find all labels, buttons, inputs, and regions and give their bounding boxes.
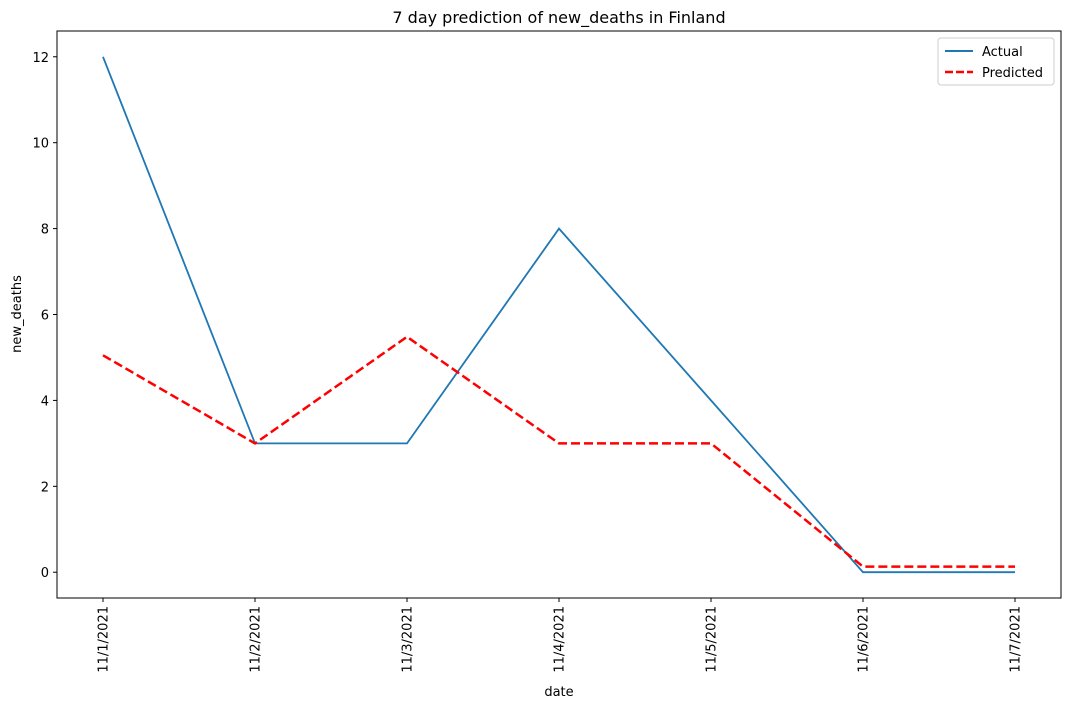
legend-label-predicted: Predicted xyxy=(982,66,1043,81)
y-tick-label: 6 xyxy=(41,309,49,324)
x-tick-label: 11/7/2021 xyxy=(1009,606,1024,673)
y-tick-label: 8 xyxy=(41,223,49,238)
legend: Actual Predicted xyxy=(937,37,1055,86)
y-tick-label: 12 xyxy=(32,51,49,66)
y-axis: 0 2 4 6 8 10 12 xyxy=(32,51,57,581)
x-axis: 11/1/2021 11/2/2021 11/3/2021 11/4/2021 11/5… xyxy=(97,598,1024,673)
x-tick-label: 11/6/2021 xyxy=(857,606,872,673)
x-axis-label: date xyxy=(544,685,573,700)
y-axis-label: new_deaths xyxy=(10,275,25,353)
x-tick-label: 11/2/2021 xyxy=(249,606,264,673)
plot-lines xyxy=(102,56,1015,574)
x-tick-label: 11/5/2021 xyxy=(705,606,720,673)
y-tick-label: 0 xyxy=(41,566,49,581)
y-tick-label: 4 xyxy=(41,394,49,409)
series-line-actual xyxy=(102,56,1015,574)
x-tick-label: 11/1/2021 xyxy=(97,606,112,673)
y-tick-label: 2 xyxy=(41,480,49,495)
x-tick-label: 11/4/2021 xyxy=(553,606,568,673)
y-tick-label: 10 xyxy=(32,137,49,152)
chart-title: 7 day prediction of new_deaths in Finlan… xyxy=(392,8,725,28)
x-tick-label: 11/3/2021 xyxy=(401,606,416,673)
series-line-predicted xyxy=(102,335,1015,568)
plot-frame xyxy=(56,30,1062,599)
legend-label-actual: Actual xyxy=(982,45,1023,60)
